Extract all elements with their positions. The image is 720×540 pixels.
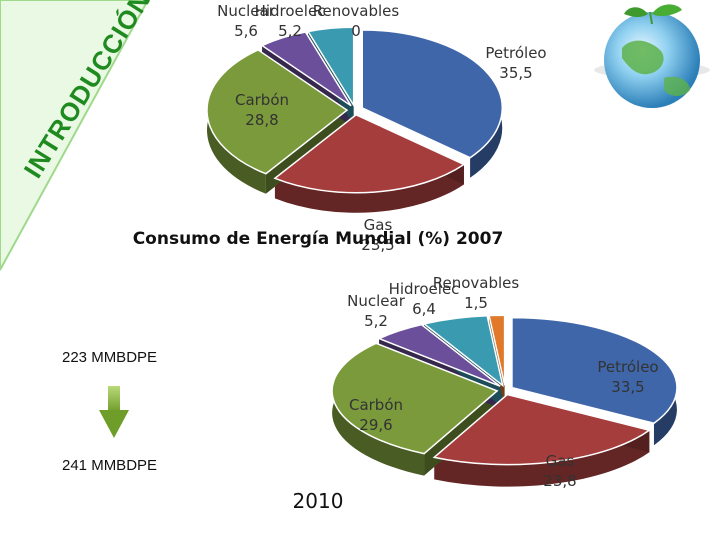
banner-shape	[0, 0, 150, 271]
down-arrow-icon	[99, 386, 129, 438]
data-label-nuclear: Nuclear 5,6	[217, 2, 276, 40]
data-label-gas: Gas 23,5	[361, 216, 394, 254]
slice-side-gas	[434, 430, 650, 487]
data-label-petroleo: Petróleo 33,5	[597, 358, 658, 396]
slice-gas	[432, 393, 652, 466]
data-label-hidroelec: Hidroelec 6,4	[389, 280, 460, 318]
data-label-renovables: Renovables 0	[313, 2, 400, 40]
slice-petroleo	[511, 316, 678, 425]
slice-renovables	[488, 314, 506, 386]
data-label-petroleo: Petróleo 35,5	[485, 44, 546, 82]
pie-chart-2007: Petróleo 35,5 Gas 23,5 Carbón 28,8 Nuclear 5,6H…	[206, 2, 547, 254]
data-label-hidroelec: Hidroelec 5,2	[255, 2, 326, 40]
data-label-nuclear: Nuclear 5,2	[347, 292, 406, 330]
slice-petroleo	[361, 29, 503, 159]
slice-gas	[273, 113, 466, 194]
chart-title-2010: 2010	[293, 489, 344, 513]
globe-icon	[594, 4, 710, 108]
data-label-gas: Gas 23,8	[543, 452, 576, 490]
pie-chart-2010: Petróleo 33,5 Gas 23,8 Carbón 29,6 Nuclear 5,2H…	[331, 274, 678, 490]
slice-nuclear	[377, 323, 501, 387]
slice-nuclear	[260, 31, 352, 107]
slice-carbon	[206, 49, 349, 175]
slice-side-gas	[274, 164, 464, 213]
slice-hidroelec	[422, 314, 504, 388]
consumption-label-top: 223 MMBDPE	[62, 349, 157, 366]
slice-hidroelec	[306, 26, 355, 108]
consumption-label-bottom: 241 MMBDPE	[62, 457, 157, 474]
chart-title-2007: Consumo de Energía Mundial (%) 2007	[133, 229, 504, 249]
data-label-renovables: Renovables 1,5	[433, 274, 520, 312]
data-label-carbon: Carbón 28,8	[235, 91, 289, 129]
slice-carbon	[331, 342, 499, 455]
data-label-carbon: Carbón 29,6	[349, 396, 403, 434]
